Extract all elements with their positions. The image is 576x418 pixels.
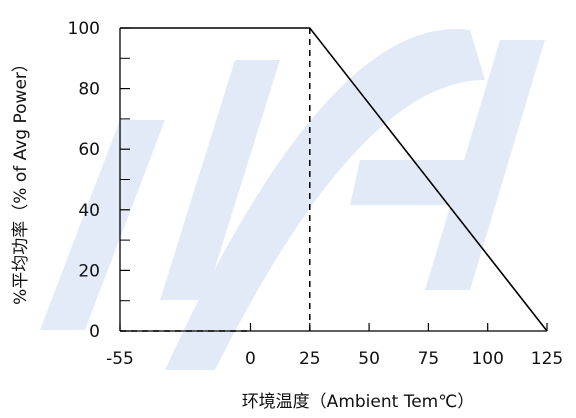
series-line (120, 27, 548, 332)
x-tick-label: 0 (245, 349, 256, 369)
y-axis-label: %平均功率（% of Avg Power） (11, 55, 31, 305)
series-layer (120, 27, 548, 332)
x-tick-label: 50 (358, 349, 380, 369)
x-axis-label: 环境温度（Ambient Tem℃） (242, 392, 475, 412)
watermark (40, 28, 545, 370)
y-tick-label: 100 (68, 19, 100, 39)
watermark-stroke (160, 60, 280, 300)
y-tick-label: 60 (78, 140, 100, 160)
x-tick-label: 100 (471, 349, 503, 369)
watermark-stroke (350, 160, 505, 205)
watermark-stroke (165, 28, 485, 370)
x-tick-label: 75 (418, 349, 440, 369)
y-tick-label: 40 (78, 201, 100, 221)
x-tick-label: 125 (531, 349, 563, 369)
x-tick-label: -55 (106, 349, 134, 369)
y-tick-label: 20 (78, 261, 100, 281)
y-tick-label: 80 (78, 80, 100, 100)
watermark-stroke (40, 120, 165, 330)
tick-labels: -55 0 25 50 75 100 125 0 20 40 60 80 100 (68, 19, 564, 369)
watermark-stroke (425, 40, 545, 290)
x-tick-label: 25 (299, 349, 321, 369)
y-tick-label: 0 (89, 322, 100, 342)
